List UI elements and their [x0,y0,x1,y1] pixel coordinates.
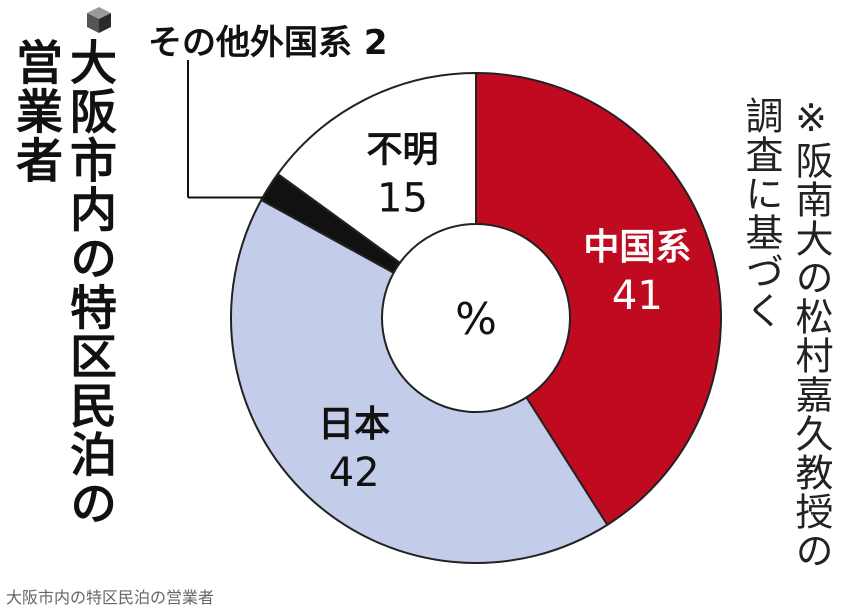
slice-value-0: 41 [612,273,663,319]
slice-value-3: 15 [377,176,428,222]
slice-value-1: 42 [329,450,380,496]
cube-icon [87,7,111,33]
slice-label-1: 日本 [318,404,390,445]
source-note-line-1: ※阪南大の松村嘉久教授の [789,96,833,570]
donut-slice-3 [276,71,477,265]
center-unit-label: % [455,294,497,345]
donut-slices [230,71,722,564]
donut-labels: 中国系 41 日本 42 その他外国系 2 不明 15% [148,23,691,496]
source-note-line-2: 調査に基づく [739,96,783,330]
chart-title-line-2: 営業者 [7,38,62,185]
donut-slice-0 [475,71,722,527]
donut-slice-1 [230,198,609,564]
slice-label-3: 不明 [366,130,438,171]
chart-title-line-1: 大阪市内の特区民泊の [61,38,116,528]
slice-label-2: その他外国系 2 [148,23,388,63]
image-caption: 大阪市内の特区民泊の営業者 [6,588,215,607]
slice-label-0: 中国系 [583,227,691,268]
